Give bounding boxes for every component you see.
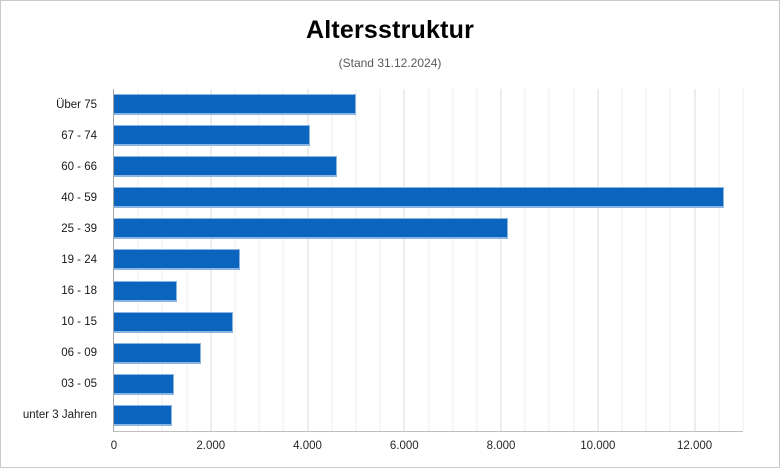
bar-2 <box>114 156 337 178</box>
bar-row <box>114 244 743 275</box>
category-label: 67 - 74 <box>61 129 97 142</box>
x-tick-label: 10.000 <box>580 440 616 452</box>
category-label: unter 3 Jahren <box>22 409 97 422</box>
gridline <box>718 89 720 431</box>
category-label: 40 - 59 <box>61 191 97 204</box>
bar-8 <box>114 342 202 364</box>
category-label: 03 - 05 <box>61 378 97 391</box>
gridline <box>500 89 502 431</box>
x-tick-label: 12.000 <box>677 440 713 452</box>
category-label: Über 75 <box>56 98 97 111</box>
bar-9 <box>114 373 175 395</box>
gridline <box>476 89 478 431</box>
bar-row <box>114 182 743 213</box>
x-tick-label: 8.000 <box>486 440 516 452</box>
gridline <box>548 89 550 431</box>
gridline <box>379 89 381 431</box>
bar-3 <box>114 187 724 209</box>
bar-row <box>114 369 743 400</box>
gridline <box>452 89 454 431</box>
category-label: 60 - 66 <box>61 160 97 173</box>
gridline <box>694 89 696 431</box>
gridline <box>573 89 575 431</box>
bar-row <box>114 213 743 244</box>
chart-title: Altersstruktur <box>305 16 475 44</box>
gridline <box>355 89 357 431</box>
y-axis-labels: Über 75 67 - 74 60 - 66 40 - 59 25 - 39 19 - … <box>1 89 105 431</box>
bar-5 <box>114 249 240 271</box>
plot-area: 0 2.000 4.000 6.000 8.000 10.000 12.000 <box>111 89 744 452</box>
bar-7 <box>114 311 233 333</box>
gridline <box>645 89 647 431</box>
gridline <box>621 89 623 431</box>
gridline <box>307 89 309 431</box>
category-label: 06 - 09 <box>61 347 97 360</box>
gridline <box>331 89 333 431</box>
x-tick-label: 6.000 <box>389 440 419 452</box>
x-tick-label: 4.000 <box>293 440 322 452</box>
gridline <box>524 89 526 431</box>
bar-row <box>114 276 743 307</box>
bar-row <box>114 338 743 369</box>
bar-row <box>114 89 743 120</box>
category-label: 19 - 24 <box>61 253 97 266</box>
bar-row <box>114 400 743 431</box>
category-label: 10 - 15 <box>61 316 97 329</box>
bar-6 <box>114 280 177 302</box>
bar-1 <box>114 125 310 147</box>
gridline <box>403 89 405 431</box>
bar-0 <box>114 94 356 116</box>
gridline <box>282 89 284 431</box>
gridline <box>669 89 671 431</box>
x-tick-label: 0 <box>110 440 118 452</box>
bar-row <box>114 120 743 151</box>
category-label: 25 - 39 <box>61 222 97 235</box>
x-tick-label: 2.000 <box>196 440 226 452</box>
bar-4 <box>114 218 509 240</box>
gridline <box>258 89 260 431</box>
gridline <box>597 89 599 431</box>
category-label: 16 - 18 <box>61 285 97 298</box>
bar-row <box>114 151 743 182</box>
chart-subtitle: (Stand 31.12.2024) <box>338 56 442 70</box>
gridline <box>428 89 429 431</box>
bar-row <box>114 307 743 338</box>
gridline <box>742 89 744 431</box>
bar-10 <box>114 404 173 426</box>
